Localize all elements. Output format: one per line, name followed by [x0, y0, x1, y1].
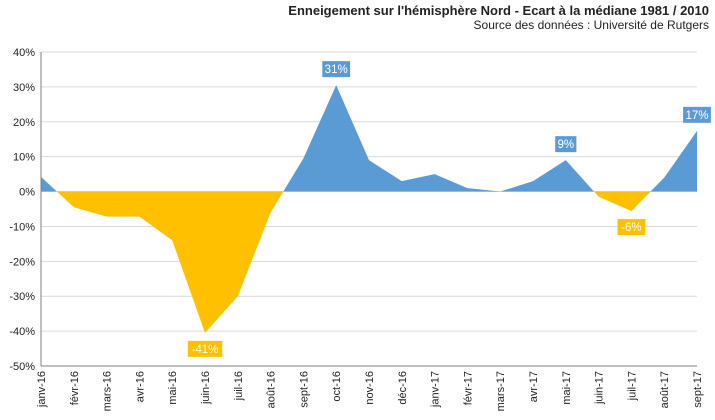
y-tick-label: 0%	[19, 187, 35, 199]
x-tick-label: juil-16	[233, 371, 245, 401]
x-tick-label: nov-16	[364, 371, 376, 405]
x-tick-label: mars-16	[102, 371, 114, 411]
negative-area	[56, 191, 284, 333]
x-tick-label: juin-17	[594, 371, 606, 405]
positive-area	[41, 176, 57, 192]
x-tick-label: juil-17	[626, 371, 638, 401]
x-tick-label: août-17	[659, 371, 671, 408]
x-tick-label: sept-17	[692, 371, 704, 408]
x-tick-label: août-16	[266, 371, 278, 408]
x-tick-label: févr-17	[462, 371, 474, 405]
x-tick-label: mars-17	[495, 371, 507, 411]
data-label: 17%	[683, 106, 711, 123]
y-tick-label: -50%	[9, 361, 35, 373]
y-tick-label: -30%	[9, 291, 35, 303]
data-label-text: -41%	[192, 344, 219, 356]
x-tick-label: déc-16	[397, 371, 409, 405]
x-tick-label: janv-16	[36, 371, 48, 408]
chart-title-block: Enneigement sur l'hémisphère Nord - Ecar…	[288, 3, 709, 32]
y-tick-label: -20%	[9, 256, 35, 268]
y-tick-label: 40%	[13, 47, 35, 59]
data-label-box	[187, 340, 223, 357]
y-tick-label: 30%	[13, 82, 35, 94]
data-label: -41%	[187, 340, 223, 357]
x-tick-label: juin-16	[200, 371, 212, 405]
data-label: 31%	[322, 61, 351, 78]
negative-area	[593, 191, 651, 212]
y-tick-label: 20%	[13, 117, 35, 129]
x-tick-label: sept-16	[298, 371, 310, 408]
data-label-box	[683, 106, 711, 123]
x-tick-label: avr-16	[134, 371, 146, 402]
data-label: -6%	[617, 219, 646, 236]
data-label-box	[555, 136, 577, 153]
chart-title: Enneigement sur l'hémisphère Nord - Ecar…	[288, 3, 709, 18]
x-tick-label: oct-16	[331, 371, 343, 402]
y-tick-label: 10%	[13, 152, 35, 164]
positive-area	[283, 85, 594, 192]
y-tick-label: -10%	[9, 221, 35, 233]
data-label-text: 17%	[685, 110, 708, 122]
data-label-text: -6%	[621, 222, 641, 234]
data-label-box	[322, 61, 351, 78]
positive-area	[650, 130, 697, 192]
x-tick-label: févr-16	[69, 371, 81, 405]
x-tick-label: mai-16	[167, 371, 179, 405]
y-tick-label: -40%	[9, 326, 35, 338]
x-tick-label: janv-17	[430, 371, 442, 408]
x-tick-label: avr-17	[528, 371, 540, 402]
x-tick-label: mai-17	[561, 371, 573, 405]
data-label-box	[617, 219, 646, 236]
data-label-text: 9%	[557, 139, 574, 151]
chart-subtitle: Source des données : Université de Rutge…	[473, 18, 709, 32]
data-label: 9%	[555, 136, 577, 153]
data-label-text: 31%	[325, 64, 348, 76]
